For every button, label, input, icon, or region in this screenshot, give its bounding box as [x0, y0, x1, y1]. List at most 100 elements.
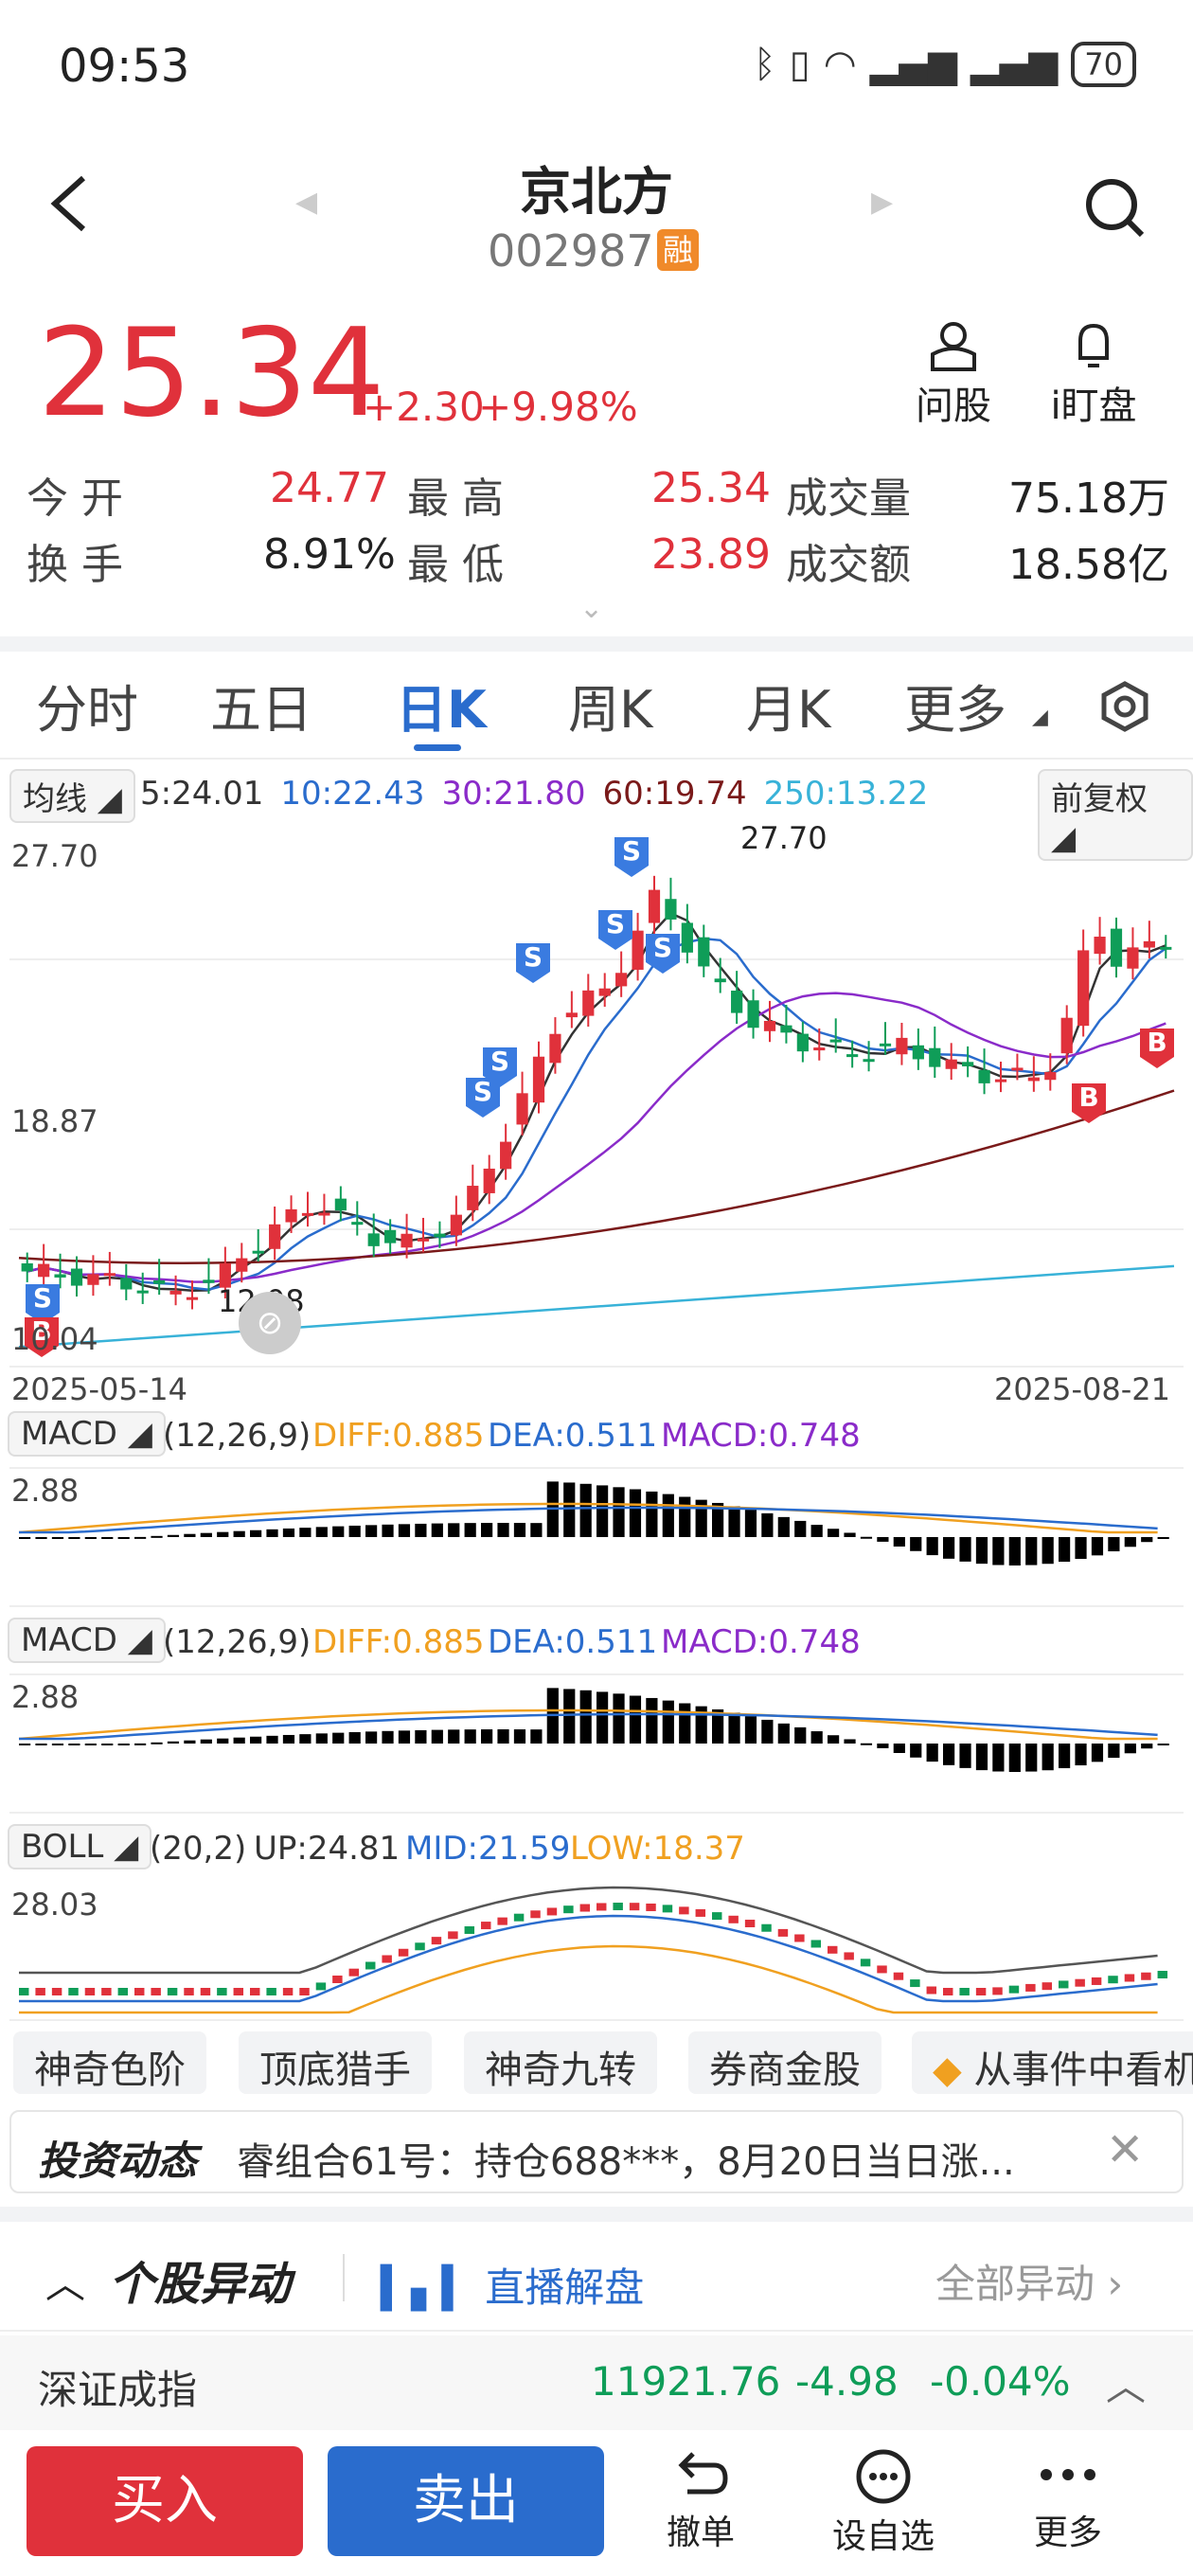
boll-candle [530, 1910, 541, 1919]
macd-bar [68, 1537, 80, 1539]
adjust-selector[interactable]: 前复权 ◢ [1038, 769, 1193, 861]
ma10-line [27, 937, 1167, 1291]
expand-up-icon[interactable]: ︿ [1106, 2363, 1147, 2409]
boll-candle [415, 1942, 425, 1951]
index-ticker[interactable]: 深证成指 11921.76 -4.98 -0.04% ︿ [0, 2335, 1193, 2430]
macd-bar [398, 1524, 411, 1537]
news-text: 睿组合61号：持仓688***，8月20日当日涨... [237, 2140, 1015, 2184]
macd-bar [943, 1744, 955, 1765]
back-button[interactable] [45, 170, 93, 253]
boll-selector[interactable]: BOLL ◢ [8, 1824, 152, 1869]
macd-label: MACD [21, 1415, 117, 1453]
candle [598, 988, 611, 996]
settings-button[interactable] [1098, 680, 1151, 737]
macd-bar [167, 1741, 180, 1744]
news-banner[interactable]: 投资动态 睿组合61号：持仓688***，8月20日当日涨... ✕ [9, 2110, 1184, 2193]
macd-selector[interactable]: MACD ◢ [8, 1618, 166, 1663]
chip-top-bottom[interactable]: 顶底猎手 [239, 2031, 432, 2094]
next-stock-arrow[interactable]: ▶ [871, 186, 894, 219]
boll-candle [712, 1912, 722, 1921]
prev-stock-arrow[interactable]: ◀ [295, 186, 318, 219]
macd-bar [448, 1729, 460, 1744]
boll-candle [546, 1907, 558, 1916]
chip-broker-picks[interactable]: 券商金股 [688, 2031, 881, 2094]
macd-bar [382, 1524, 394, 1537]
draw-tool-button[interactable]: ⊘ [239, 1292, 301, 1354]
index-name: 深证成指 [38, 2367, 198, 2413]
boll-chart[interactable] [0, 1880, 1193, 2022]
collapse-chevron-icon[interactable]: ︿ [45, 2261, 86, 2307]
boll-candle [282, 1988, 294, 1995]
buy-signal-icon [25, 1317, 59, 1357]
dea-line [19, 1506, 1158, 1534]
sell-signal-icon [466, 1078, 500, 1118]
tab-daily-k[interactable]: 日K [396, 680, 487, 740]
ma-selector[interactable]: 均线 ◢ [9, 769, 135, 823]
macd-bar [1108, 1537, 1120, 1552]
macd-selector[interactable]: MACD ◢ [8, 1411, 166, 1457]
boll-candle [828, 1945, 838, 1954]
close-icon[interactable]: ✕ [1106, 2123, 1145, 2176]
boll-candle [51, 1988, 62, 1995]
candle [978, 1069, 990, 1083]
boll-mid: MID:21.59 [405, 1830, 571, 1868]
boll-candle [646, 1903, 656, 1911]
macd-diff: DIFF:0.885 [312, 1623, 485, 1661]
macd-chart[interactable] [0, 1673, 1193, 1815]
stat-label: 最 高 [407, 474, 504, 523]
macd-bar [1042, 1744, 1054, 1771]
price-axis-bottom: 10.04 [11, 1321, 98, 1357]
buy-signal-icon [1072, 1083, 1106, 1123]
macd-bar [646, 1697, 658, 1744]
macd-bar [1025, 1744, 1038, 1772]
macd-bar [910, 1537, 922, 1551]
macd-bar [513, 1523, 526, 1537]
live-button[interactable]: ▍▖▍ 直播解盘 [381, 2256, 644, 2314]
date-end: 2025-08-21 [994, 1371, 1170, 1407]
macd-bar [777, 1723, 790, 1744]
macd-bar [382, 1730, 394, 1744]
macd-chart[interactable] [0, 1466, 1193, 1608]
add-watchlist-button[interactable]: 设自选 [822, 2448, 945, 2558]
macd-axis: 2.88 [11, 1473, 80, 1509]
tab-intraday[interactable]: 分时 [36, 680, 138, 740]
boll-candle [134, 1988, 145, 1995]
candle [1160, 946, 1172, 950]
candle [136, 1290, 149, 1294]
chip-events[interactable]: ◆ 从事件中看机 [912, 2031, 1193, 2094]
watch-button[interactable]: i盯盘 [1042, 318, 1146, 430]
tab-monthly-k[interactable]: 月K [746, 680, 831, 740]
more-button[interactable]: 更多 [1021, 2448, 1115, 2554]
wifi-icon: ◠ [823, 43, 857, 86]
candle [301, 1212, 314, 1216]
all-abnormal-link[interactable]: 全部异动 › [935, 2252, 1123, 2310]
chip-nine-turns[interactable]: 神奇九转 [464, 2031, 657, 2094]
macd-bar [1141, 1744, 1153, 1749]
ma-value: 60:19.74 [602, 775, 747, 813]
ma-value: 30:21.80 [441, 775, 586, 813]
sell-button[interactable]: 卖出 [328, 2446, 604, 2556]
macd-bar [134, 1536, 147, 1539]
status-bar: 09:53 ᛒ ▯ ◠ ▂▄▆ ▂▄▆ 70 [0, 0, 1193, 133]
cancel-order-button[interactable]: 撤单 [653, 2448, 748, 2554]
boll-candle [579, 1904, 591, 1912]
tab-more[interactable]: 更多 [904, 680, 1006, 740]
boll-candle [348, 1968, 360, 1977]
macd-bar [943, 1537, 955, 1559]
chip-color-scale[interactable]: 神奇色阶 [13, 2031, 206, 2094]
divider [0, 2207, 1193, 2222]
buy-button[interactable]: 买入 [27, 2446, 303, 2556]
expand-chevron-icon[interactable]: ⌄ [579, 592, 604, 625]
macd-bar [348, 1731, 361, 1744]
ask-stock-button[interactable]: 问股 [911, 318, 996, 430]
macd-bar [332, 1732, 345, 1744]
macd-bar [679, 1703, 691, 1744]
search-button[interactable] [1081, 174, 1148, 244]
candle [252, 1250, 264, 1254]
candle [285, 1208, 297, 1223]
tab-five-day[interactable]: 五日 [210, 680, 312, 740]
tab-weekly-k[interactable]: 周K [568, 680, 653, 740]
signal-icon: ▂▄▆ [970, 43, 1059, 86]
macd-bar [530, 1523, 543, 1537]
